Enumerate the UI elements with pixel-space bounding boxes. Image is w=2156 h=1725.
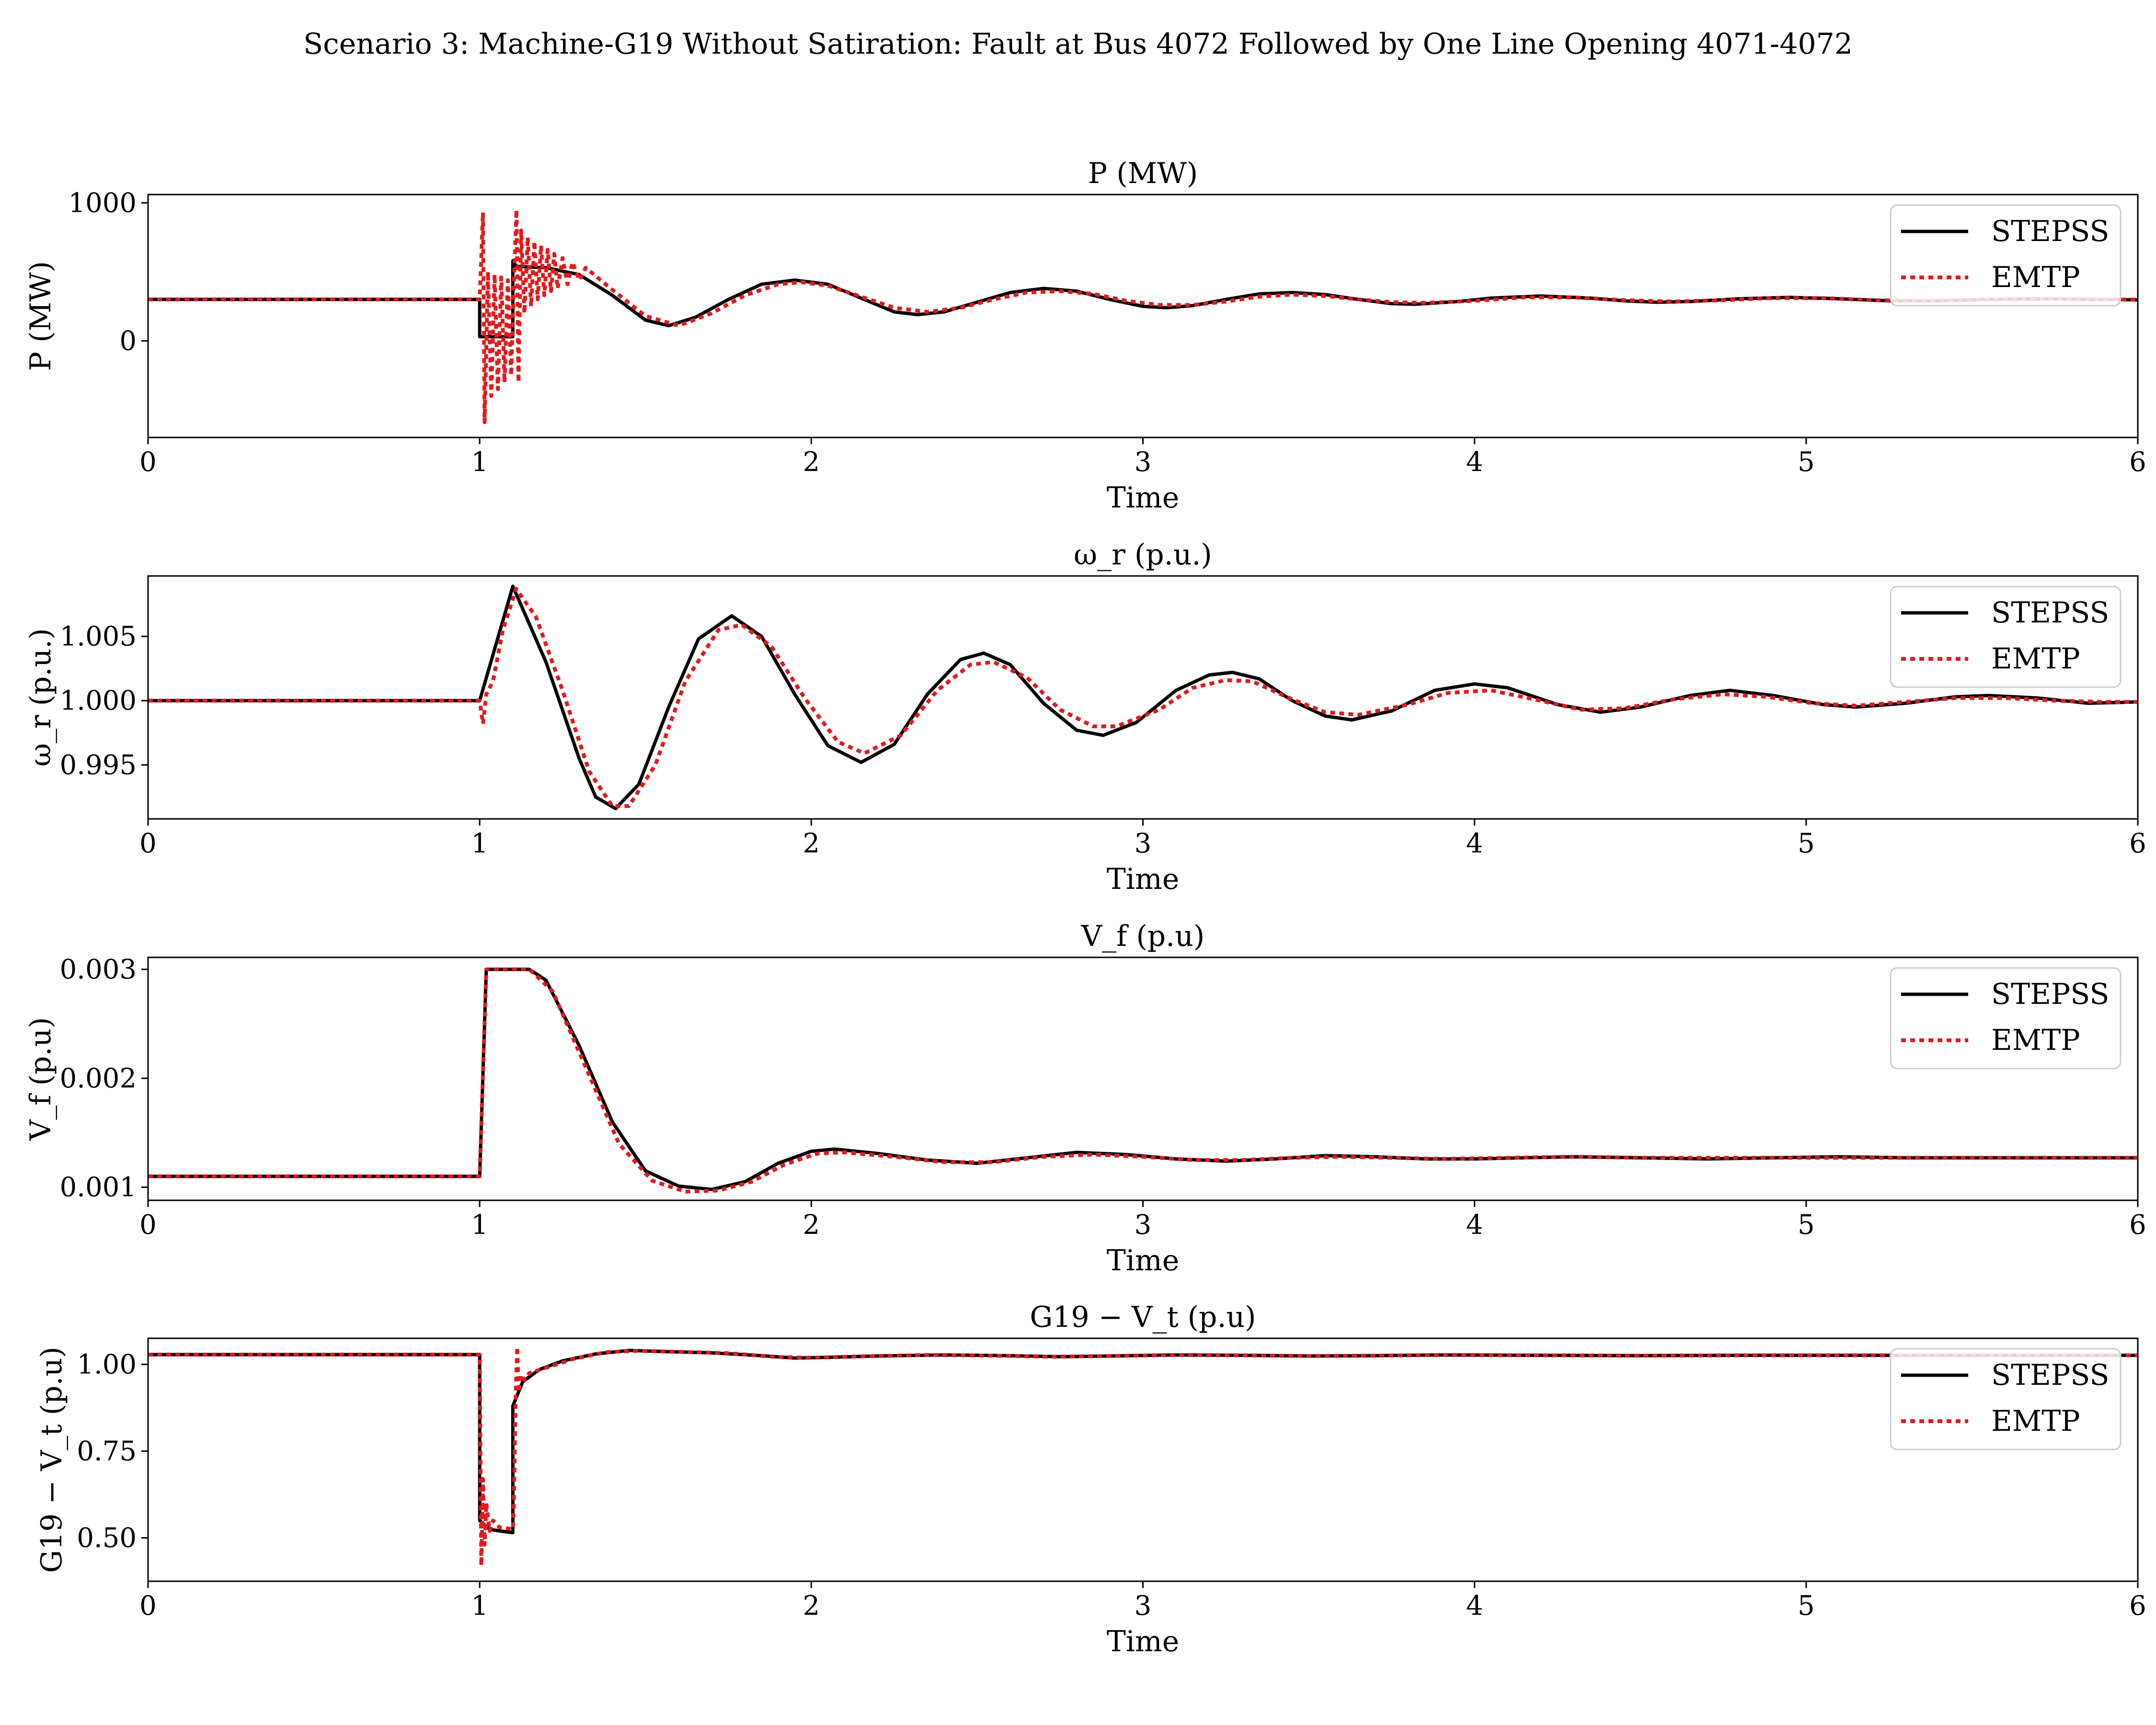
y-tick-label: 0.003 [60, 954, 137, 985]
series-group [148, 967, 2138, 1194]
x-tick-label: 1 [471, 447, 488, 478]
x-tick-label: 6 [2129, 828, 2146, 859]
legend-label-stepss: STEPSS [1991, 978, 2109, 1011]
y-tick-label: 0.001 [60, 1172, 137, 1203]
x-tick-label: 5 [1798, 1590, 1815, 1622]
x-tick-label: 3 [1135, 1209, 1152, 1241]
axes-frame [147, 194, 2139, 438]
y-tick-label: 0.995 [60, 749, 137, 781]
x-tick-label: 2 [803, 1209, 820, 1241]
subplot-3: 0 1 2 3 4 5 6 0.001 0.002 0.003 V_f (p.u) Time V_f (… [24, 920, 2146, 1277]
series-group [148, 1345, 2138, 1568]
x-tick-label: 2 [803, 447, 820, 478]
figure-title: Scenario 3: Machine-G19 Without Satirati… [303, 27, 1853, 61]
legend-label-stepss: STEPSS [1991, 1358, 2109, 1392]
subplot-title: G19 − V_t (p.u) [1030, 1300, 1256, 1334]
x-axis-label: Time [1107, 1244, 1180, 1277]
series-line-emtp [148, 207, 2138, 425]
x-tick-label: 0 [139, 828, 157, 859]
axes-frame [147, 575, 2139, 820]
y-tick-label: 1.000 [60, 685, 137, 716]
legend-label-stepss: STEPSS [1991, 215, 2109, 248]
y-tick-label: 1000 [68, 187, 137, 218]
legend-label-emtp: EMTP [1991, 1024, 2080, 1057]
legend: STEPSS EMTP [1890, 204, 2122, 307]
x-tick-label: 1 [471, 1590, 488, 1622]
y-tick-label: 1.005 [60, 621, 137, 652]
y-axis-label: G19 − V_t (p.u) [35, 1346, 69, 1573]
series-line-stepss [148, 1348, 2138, 1535]
y-tick-label: 1.00 [77, 1349, 137, 1380]
subplot-title: V_f (p.u) [1081, 920, 1205, 953]
legend: STEPSS EMTP [1890, 586, 2122, 688]
y-axis-label: V_f (p.u) [24, 1017, 57, 1141]
axes-frame [147, 956, 2139, 1201]
x-tick-label: 6 [2129, 1590, 2146, 1622]
subplot-1: 0 1 2 3 4 5 6 0 1000 P (MW) Time P (MW) STEPSS EMTP [24, 157, 2146, 515]
series-group [148, 207, 2138, 425]
legend: STEPSS EMTP [1890, 967, 2122, 1070]
series-line-emtp [148, 967, 2138, 1194]
y-tick-label: 0.002 [60, 1063, 137, 1094]
x-tick-label: 4 [1466, 447, 1483, 478]
series-line-emtp [148, 586, 2138, 808]
x-tick-label: 5 [1798, 828, 1815, 859]
x-tick-label: 2 [803, 828, 820, 859]
x-tick-label: 3 [1135, 447, 1152, 478]
y-tick-label: 0.75 [77, 1436, 137, 1467]
subplot-title: P (MW) [1088, 157, 1198, 190]
series-group [148, 585, 2138, 810]
x-tick-label: 6 [2129, 447, 2146, 478]
x-tick-label: 4 [1466, 828, 1483, 859]
x-tick-label: 1 [471, 828, 488, 859]
y-tick-label: 0.50 [77, 1522, 137, 1553]
x-axis-label: Time [1107, 1625, 1180, 1658]
legend-label-emtp: EMTP [1991, 261, 2080, 294]
x-tick-label: 2 [803, 1590, 820, 1622]
legend-label-emtp: EMTP [1991, 642, 2080, 676]
subplot-4: 0 1 2 3 4 5 6 0.50 0.75 1.00 G19 − V_t (p.u) Time G1… [35, 1300, 2146, 1658]
x-tick-label: 0 [139, 447, 157, 478]
subplot-title: ω_r (p.u.) [1074, 538, 1212, 572]
y-tick-label: 0 [119, 325, 137, 356]
x-tick-label: 0 [139, 1209, 157, 1241]
x-tick-label: 0 [139, 1590, 157, 1622]
legend-label-stepss: STEPSS [1991, 596, 2109, 630]
x-tick-label: 1 [471, 1209, 488, 1241]
y-axis-label: P (MW) [24, 261, 57, 371]
x-tick-label: 3 [1135, 828, 1152, 859]
subplots: 0 1 2 3 4 5 6 0 1000 P (MW) Time P (MW) STEPSS EMTP 0 1… [24, 157, 2146, 1658]
legend: STEPSS EMTP [1890, 1348, 2122, 1450]
x-tick-label: 3 [1135, 1590, 1152, 1622]
x-tick-label: 4 [1466, 1590, 1483, 1622]
series-line-stepss [148, 585, 2138, 810]
axes-frame [147, 1337, 2139, 1582]
x-axis-label: Time [1107, 862, 1180, 896]
x-tick-label: 5 [1798, 447, 1815, 478]
legend-label-emtp: EMTP [1991, 1404, 2080, 1438]
x-tick-label: 5 [1798, 1209, 1815, 1241]
x-tick-label: 4 [1466, 1209, 1483, 1241]
y-axis-label: ω_r (p.u.) [24, 628, 57, 767]
x-tick-label: 6 [2129, 1209, 2146, 1241]
x-axis-label: Time [1107, 481, 1180, 515]
series-line-emtp [148, 1345, 2138, 1568]
